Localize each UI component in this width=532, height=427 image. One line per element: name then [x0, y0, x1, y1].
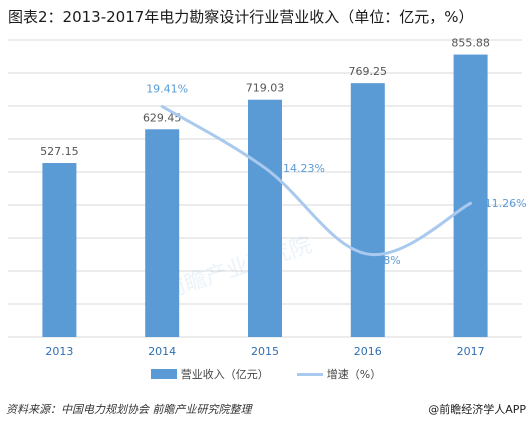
- brand-credit: @前瞻经济学人APP: [428, 403, 526, 416]
- bar-label-2017: 855.88: [451, 37, 490, 50]
- growth-value-labels: 19.41% 14.23% 6.98% 11.26%: [146, 82, 526, 267]
- x-tick-2017: 2017: [457, 345, 485, 358]
- x-tick-2014: 2014: [148, 345, 176, 358]
- legend-label-growth: 增速（%）: [326, 368, 382, 381]
- x-axis-ticks: 2013 2014 2015 2016 2017: [45, 345, 484, 358]
- bar-2013: [42, 163, 77, 337]
- source-note: 资料来源：中国电力规划协会 前瞻产业研究院整理: [6, 403, 252, 416]
- growth-label-2016: 6.98%: [366, 254, 401, 267]
- growth-label-2014: 19.41%: [146, 82, 188, 95]
- chart-title: 图表2：2013-2017年电力勘察设计行业营业收入（单位：亿元，%）: [8, 8, 474, 26]
- legend-item-growth: 增速（%）: [296, 366, 382, 382]
- bar-label-2016: 769.25: [349, 65, 388, 78]
- bar-2017: [453, 54, 488, 337]
- x-tick-2015: 2015: [251, 345, 279, 358]
- growth-label-2015: 14.23%: [283, 162, 325, 175]
- bar-label-2015: 719.03: [246, 82, 285, 95]
- legend: 营业收入（亿元） 增速（%）: [0, 366, 532, 382]
- bar-2015: [248, 99, 282, 338]
- legend-item-revenue: 营业收入（亿元）: [150, 366, 269, 382]
- growth-label-2017: 11.26%: [485, 197, 527, 210]
- bar-series: [42, 54, 488, 338]
- bar-value-labels: 527.15 629.45 719.03 769.25 855.88: [40, 37, 490, 158]
- growth-line: [160, 104, 473, 257]
- bar-label-2013: 527.15: [40, 145, 79, 158]
- x-tick-2013: 2013: [45, 345, 73, 358]
- bar-2016: [350, 83, 385, 338]
- x-tick-2016: 2016: [354, 345, 382, 358]
- legend-swatch-bar: [150, 369, 177, 379]
- bar-2014: [145, 129, 180, 337]
- footer: 资料来源：中国电力规划协会 前瞻产业研究院整理 @前瞻经济学人APP: [6, 401, 526, 417]
- legend-swatch-line: [296, 372, 323, 376]
- revenue-growth-chart: 527.15 629.45 719.03 769.25 855.88 19.41% 14.…: [8, 37, 527, 358]
- legend-label-revenue: 营业收入（亿元）: [180, 368, 269, 381]
- bar-label-2014: 629.45: [143, 111, 182, 124]
